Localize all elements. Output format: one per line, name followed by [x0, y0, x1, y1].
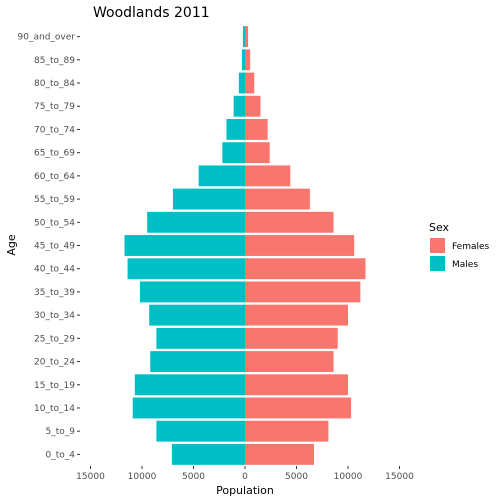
y-tick-label: 70_to_74	[34, 125, 75, 135]
y-tick-label: 65_to_69	[34, 149, 75, 159]
x-axis-title: Population	[216, 484, 274, 497]
y-tick-label: 5_to_9	[46, 427, 76, 437]
y-tick-label: 80_to_84	[34, 79, 75, 89]
legend-key-females	[430, 238, 445, 253]
bar-females-50_to_54	[245, 211, 334, 233]
bar-females-55_to_59	[245, 188, 310, 210]
bar-males-90_and_over	[242, 26, 245, 48]
y-axis-ticks: 0_to_4 5_to_9 10_to_14 15_to_19 20_to_24 25_t…	[18, 33, 80, 460]
y-tick-label: 40_to_44	[34, 265, 75, 275]
x-tick-label: 5000	[182, 472, 205, 482]
bar-males-65_to_69	[222, 142, 245, 164]
bar-females-85_to_89	[245, 49, 251, 71]
bar-females-0_to_4	[245, 443, 315, 465]
y-tick-label: 60_to_64	[34, 172, 75, 182]
bar-males-55_to_59	[172, 188, 245, 210]
y-tick-label: 45_to_49	[34, 242, 75, 252]
bar-males-35_to_39	[139, 281, 245, 303]
legend-key-males	[430, 256, 445, 271]
bar-females-40_to_44	[245, 258, 366, 280]
bar-females-80_to_84	[245, 72, 255, 94]
y-tick-label: 55_to_59	[34, 195, 75, 205]
y-tick-label: 75_to_79	[34, 102, 75, 112]
plot-area	[124, 26, 366, 465]
y-tick-label: 10_to_14	[34, 404, 75, 414]
bar-females-5_to_9	[245, 420, 329, 442]
y-axis-title: Age	[5, 234, 18, 256]
bar-females-75_to_79	[245, 95, 261, 117]
bar-males-20_to_24	[150, 351, 245, 372]
y-tick-label: 90_and_over	[18, 33, 76, 43]
y-tick-label: 50_to_54	[34, 218, 75, 228]
bar-females-45_to_49	[245, 235, 355, 256]
bar-females-90_and_over	[245, 26, 249, 48]
bar-males-10_to_14	[132, 397, 245, 419]
bar-males-40_to_44	[127, 258, 245, 280]
legend: Sex Females Males	[429, 221, 490, 271]
bar-females-20_to_24	[245, 351, 334, 372]
bar-males-80_to_84	[238, 72, 245, 94]
bar-females-30_to_34	[245, 304, 348, 326]
bar-males-70_to_74	[226, 119, 245, 140]
chart-title: Woodlands 2011	[93, 5, 210, 21]
bar-males-15_to_19	[134, 374, 245, 396]
x-axis-ticks: 15000 10000 5000 0 5000 10000 15000	[76, 466, 414, 482]
x-tick-label: 5000	[285, 472, 308, 482]
x-tick-label: 15000	[385, 472, 414, 482]
y-tick-label: 15_to_19	[34, 381, 75, 391]
bar-females-70_to_74	[245, 119, 268, 140]
legend-label-females: Females	[452, 242, 490, 252]
y-tick-label: 25_to_29	[34, 334, 75, 344]
bar-males-0_to_4	[171, 443, 245, 465]
y-tick-label: 0_to_4	[46, 450, 76, 460]
bar-females-10_to_14	[245, 397, 352, 419]
bar-males-85_to_89	[241, 49, 245, 71]
y-tick-label: 30_to_34	[34, 311, 75, 321]
x-tick-label: 10000	[334, 472, 363, 482]
bar-females-25_to_29	[245, 327, 338, 349]
bar-males-45_to_49	[124, 235, 245, 256]
bar-females-35_to_39	[245, 281, 361, 303]
bar-females-65_to_69	[245, 142, 270, 164]
y-tick-label: 85_to_89	[34, 56, 75, 66]
bar-males-50_to_54	[147, 211, 245, 233]
bar-males-60_to_64	[198, 165, 245, 187]
bar-males-25_to_29	[156, 327, 245, 349]
y-tick-label: 35_to_39	[34, 288, 75, 298]
legend-title: Sex	[429, 221, 450, 234]
bar-males-5_to_9	[156, 420, 245, 442]
bar-females-60_to_64	[245, 165, 291, 187]
legend-label-males: Males	[452, 260, 478, 270]
bar-females-15_to_19	[245, 374, 348, 396]
bar-males-30_to_34	[149, 304, 245, 326]
bar-males-75_to_79	[233, 95, 245, 117]
y-tick-label: 20_to_24	[34, 358, 75, 368]
x-tick-label: 15000	[76, 472, 105, 482]
x-tick-label: 0	[242, 472, 248, 482]
x-tick-label: 10000	[128, 472, 157, 482]
